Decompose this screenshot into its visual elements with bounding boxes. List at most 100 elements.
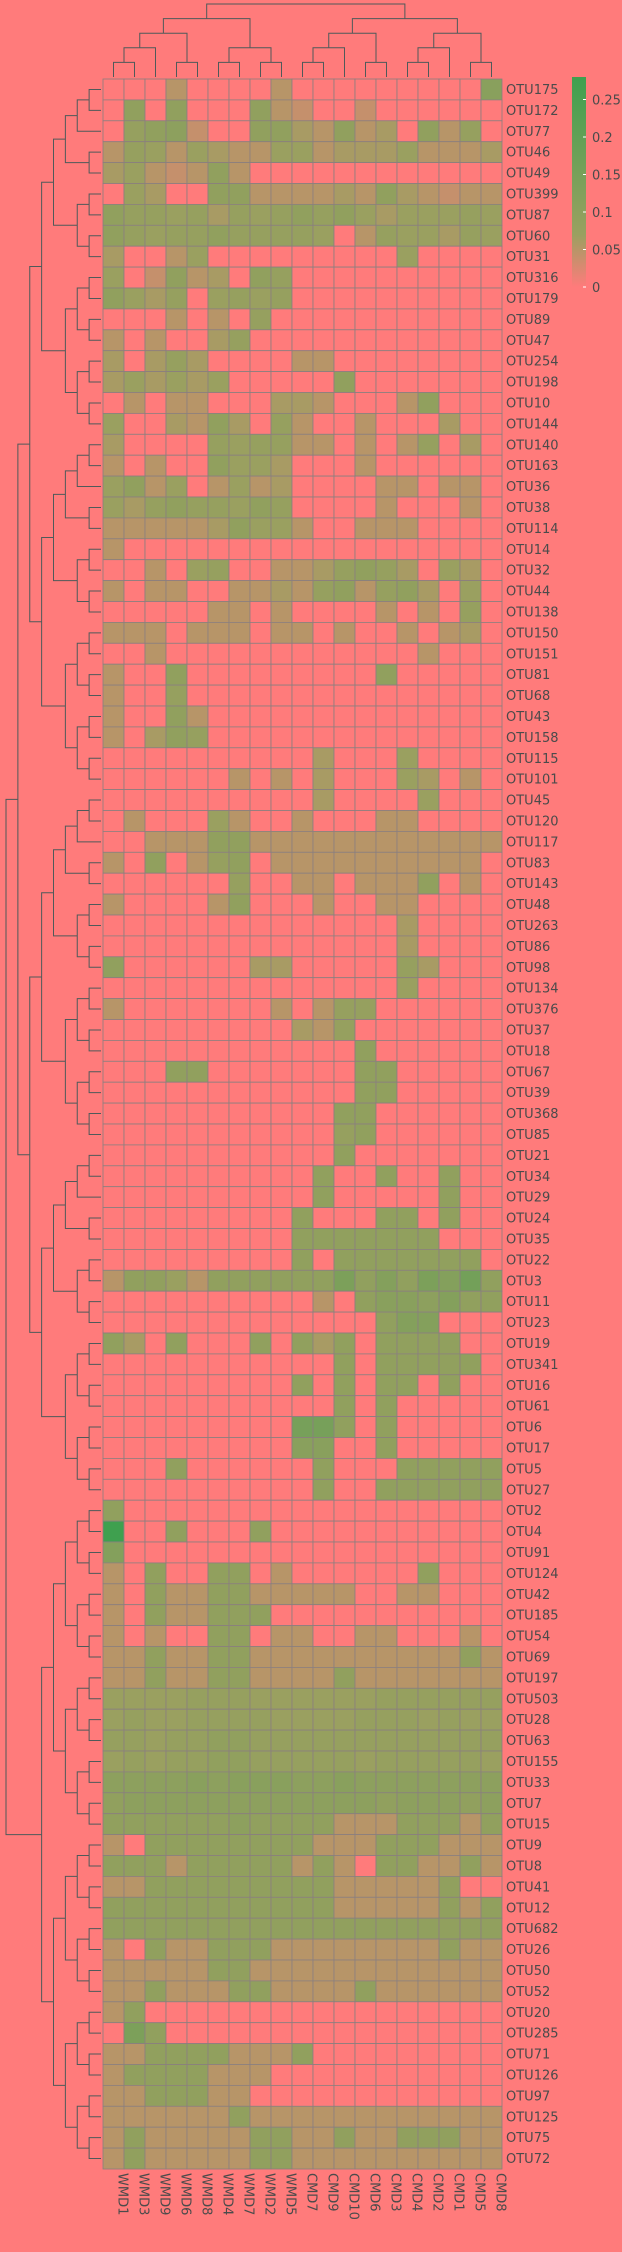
heatmap-cell — [417, 1604, 440, 1626]
heatmap-cell — [438, 1207, 461, 1229]
heatmap-cell — [207, 1311, 230, 1334]
heatmap-cell — [144, 1060, 167, 1083]
heatmap-cell — [102, 2147, 125, 2170]
heatmap-cell — [165, 747, 188, 770]
heatmap-cell — [480, 308, 503, 331]
heatmap-cell — [291, 433, 314, 456]
heatmap-cell — [186, 308, 209, 331]
heatmap-cell — [333, 1144, 356, 1167]
heatmap-cell — [165, 1959, 188, 1982]
heatmap-cell — [396, 412, 419, 435]
heatmap-cell — [291, 977, 314, 1000]
heatmap-cell — [375, 2001, 398, 2024]
heatmap-cell — [186, 78, 209, 101]
heatmap-cell — [144, 1144, 167, 1167]
heatmap-cell — [396, 1374, 419, 1397]
heatmap-cell — [249, 245, 272, 268]
heatmap-cell — [417, 99, 440, 122]
heatmap-cell — [228, 601, 251, 623]
row-label: OTU120 — [506, 814, 559, 829]
heatmap-cell — [375, 1395, 398, 1417]
heatmap-cell — [354, 1604, 377, 1626]
heatmap-cell — [333, 851, 356, 874]
heatmap-cell — [291, 1771, 314, 1794]
heatmap-cell — [165, 914, 188, 937]
heatmap-cell — [333, 1813, 356, 1835]
heatmap-cell — [312, 1290, 335, 1313]
heatmap-cell — [459, 580, 482, 602]
heatmap-cell — [438, 203, 461, 226]
heatmap-cell — [375, 872, 398, 895]
heatmap-cell — [102, 2064, 125, 2086]
heatmap-cell — [417, 496, 440, 519]
heatmap-cell — [249, 831, 272, 853]
heatmap-cells — [102, 78, 503, 2170]
row-dendrogram-branch — [88, 1886, 101, 1909]
heatmap-cell — [102, 1625, 125, 1647]
heatmap-cell — [480, 1938, 503, 1961]
heatmap-cell — [438, 1416, 461, 1438]
heatmap-cell — [270, 1813, 293, 1835]
heatmap-cell — [459, 1813, 482, 1835]
heatmap-cell — [123, 1520, 146, 1543]
heatmap-cell — [123, 1708, 146, 1731]
row-label: OTU368 — [506, 1107, 559, 1122]
heatmap-cell — [354, 810, 377, 832]
heatmap-cell — [186, 1374, 209, 1397]
heatmap-cell — [438, 1144, 461, 1167]
heatmap-cell — [102, 705, 125, 728]
heatmap-cell — [123, 2064, 146, 2086]
row-label: OTU83 — [506, 856, 550, 871]
heatmap-cell — [375, 1625, 398, 1647]
heatmap-cell — [144, 2064, 167, 2086]
heatmap-cell — [207, 2043, 230, 2065]
row-label: OTU682 — [506, 1922, 559, 1937]
heatmap-cell — [270, 433, 293, 456]
heatmap-cell — [438, 1604, 461, 1626]
heatmap-cell — [459, 1207, 482, 1229]
heatmap-cell — [207, 245, 230, 268]
heatmap-cell — [333, 99, 356, 122]
heatmap-cell — [123, 601, 146, 623]
heatmap-cell — [417, 308, 440, 331]
heatmap-cell — [228, 1353, 251, 1376]
heatmap-cell — [165, 1249, 188, 1271]
heatmap-cell — [417, 203, 440, 226]
heatmap-cell — [459, 705, 482, 728]
heatmap-cell — [312, 1353, 335, 1376]
heatmap-cell — [480, 183, 503, 205]
row-label: OTU22 — [506, 1253, 550, 1268]
heatmap-cell — [480, 2147, 503, 2170]
heatmap-cell — [354, 851, 377, 874]
heatmap-cell — [144, 1186, 167, 1208]
heatmap-cell — [207, 78, 230, 101]
row-dendrogram-branch — [64, 308, 78, 393]
heatmap-cell — [144, 851, 167, 874]
heatmap-cell — [375, 224, 398, 247]
row-label: OTU140 — [506, 438, 559, 453]
heatmap-cell — [396, 2105, 419, 2128]
heatmap-cell — [417, 1938, 440, 1961]
heatmap-cell — [480, 1416, 503, 1438]
heatmap-cell — [480, 329, 503, 352]
heatmap-cell — [123, 433, 146, 456]
heatmap-cell — [228, 454, 251, 477]
heatmap-cell — [396, 1228, 419, 1250]
heatmap-cell — [375, 141, 398, 163]
heatmap-cell — [270, 1060, 293, 1083]
heatmap-cell — [123, 1687, 146, 1710]
heatmap-cell — [375, 977, 398, 1000]
heatmap-cell — [375, 2064, 398, 2086]
heatmap-cell — [123, 1792, 146, 1815]
heatmap-cell — [123, 1102, 146, 1125]
heatmap-cell — [144, 977, 167, 1000]
heatmap-cell — [165, 517, 188, 540]
heatmap-cell — [438, 1019, 461, 1041]
heatmap-cell — [123, 1750, 146, 1773]
heatmap-cell — [123, 663, 146, 686]
heatmap-cell — [333, 1499, 356, 1522]
heatmap-cell — [249, 1834, 272, 1856]
heatmap-cell — [144, 1834, 167, 1856]
heatmap-cell — [396, 872, 419, 895]
row-label: OTU27 — [506, 1483, 550, 1498]
